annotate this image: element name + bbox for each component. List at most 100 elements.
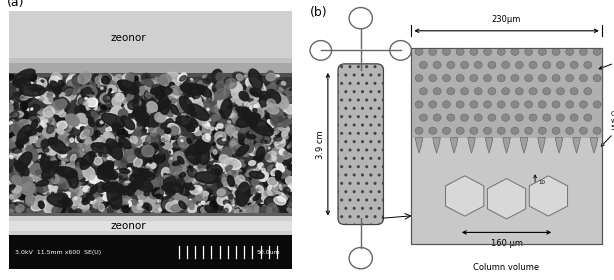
Ellipse shape: [49, 76, 61, 86]
Ellipse shape: [52, 122, 54, 125]
Ellipse shape: [9, 145, 12, 148]
Ellipse shape: [100, 129, 104, 132]
Ellipse shape: [122, 194, 129, 201]
Ellipse shape: [216, 120, 218, 123]
Ellipse shape: [86, 150, 88, 153]
Ellipse shape: [187, 115, 189, 117]
Circle shape: [538, 127, 546, 134]
Ellipse shape: [99, 147, 112, 158]
Ellipse shape: [154, 186, 159, 191]
Ellipse shape: [25, 147, 38, 161]
Ellipse shape: [262, 205, 270, 214]
Ellipse shape: [229, 183, 233, 186]
Ellipse shape: [25, 195, 36, 201]
Ellipse shape: [61, 115, 68, 121]
Ellipse shape: [37, 88, 46, 95]
Ellipse shape: [124, 119, 136, 130]
Ellipse shape: [176, 103, 185, 112]
Ellipse shape: [71, 161, 74, 165]
Ellipse shape: [167, 143, 170, 145]
Ellipse shape: [208, 78, 219, 89]
Ellipse shape: [280, 205, 289, 215]
Ellipse shape: [222, 178, 231, 186]
Ellipse shape: [119, 179, 124, 183]
Ellipse shape: [223, 130, 227, 133]
Ellipse shape: [34, 92, 39, 98]
Ellipse shape: [243, 147, 252, 156]
Ellipse shape: [53, 117, 55, 120]
Ellipse shape: [50, 81, 61, 94]
Ellipse shape: [98, 204, 104, 211]
Ellipse shape: [84, 95, 96, 106]
Circle shape: [524, 101, 532, 108]
Ellipse shape: [56, 204, 60, 208]
Ellipse shape: [39, 97, 44, 101]
Ellipse shape: [104, 132, 114, 141]
Ellipse shape: [165, 84, 166, 86]
Ellipse shape: [111, 179, 115, 183]
Ellipse shape: [80, 139, 87, 143]
Ellipse shape: [161, 171, 168, 175]
Ellipse shape: [80, 205, 90, 214]
Ellipse shape: [246, 78, 262, 90]
Ellipse shape: [15, 186, 21, 193]
Ellipse shape: [50, 167, 55, 172]
Ellipse shape: [92, 125, 102, 133]
Ellipse shape: [16, 140, 21, 147]
Ellipse shape: [146, 81, 157, 91]
Ellipse shape: [275, 177, 278, 180]
Ellipse shape: [154, 209, 160, 213]
Circle shape: [470, 101, 478, 108]
Ellipse shape: [54, 105, 58, 107]
Ellipse shape: [174, 152, 188, 165]
Ellipse shape: [268, 128, 273, 132]
Ellipse shape: [30, 82, 33, 85]
Ellipse shape: [163, 177, 174, 185]
Text: 160 μm: 160 μm: [491, 239, 523, 248]
Ellipse shape: [219, 105, 231, 116]
Ellipse shape: [49, 77, 55, 83]
Ellipse shape: [17, 83, 20, 86]
Ellipse shape: [275, 94, 289, 109]
Ellipse shape: [12, 176, 21, 184]
Ellipse shape: [37, 153, 45, 160]
Ellipse shape: [201, 147, 204, 150]
Ellipse shape: [161, 179, 167, 185]
Ellipse shape: [236, 145, 249, 156]
Ellipse shape: [259, 76, 262, 78]
Ellipse shape: [26, 130, 31, 135]
Ellipse shape: [37, 78, 47, 88]
Circle shape: [570, 88, 578, 95]
Ellipse shape: [17, 140, 21, 143]
Ellipse shape: [146, 146, 150, 149]
Ellipse shape: [268, 78, 270, 80]
Ellipse shape: [150, 87, 165, 94]
Ellipse shape: [50, 132, 55, 136]
Ellipse shape: [15, 182, 25, 191]
Ellipse shape: [152, 189, 160, 197]
Ellipse shape: [99, 186, 103, 188]
Ellipse shape: [32, 128, 39, 136]
Ellipse shape: [146, 107, 157, 117]
Ellipse shape: [86, 82, 89, 85]
Ellipse shape: [32, 149, 45, 160]
Ellipse shape: [269, 90, 281, 102]
Ellipse shape: [134, 167, 146, 176]
Ellipse shape: [247, 87, 255, 93]
Ellipse shape: [196, 175, 201, 179]
Ellipse shape: [218, 100, 229, 110]
Ellipse shape: [36, 195, 44, 204]
Ellipse shape: [45, 107, 52, 113]
Circle shape: [497, 127, 505, 134]
Ellipse shape: [235, 208, 239, 212]
Circle shape: [433, 114, 441, 121]
Ellipse shape: [201, 201, 205, 204]
Ellipse shape: [221, 151, 232, 164]
Ellipse shape: [235, 209, 239, 213]
Ellipse shape: [254, 207, 263, 216]
Ellipse shape: [140, 114, 146, 119]
Ellipse shape: [119, 81, 129, 90]
Ellipse shape: [267, 191, 272, 195]
Ellipse shape: [255, 143, 265, 153]
Ellipse shape: [222, 138, 226, 141]
